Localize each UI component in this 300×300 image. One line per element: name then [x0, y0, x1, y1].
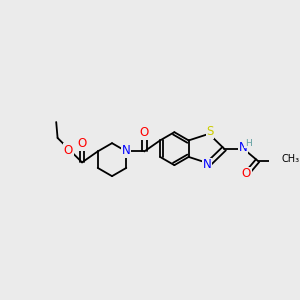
Text: O: O — [140, 126, 149, 139]
Text: O: O — [242, 167, 251, 180]
Text: CH₃: CH₃ — [281, 154, 300, 164]
Text: N: N — [202, 158, 211, 171]
Text: N: N — [239, 141, 248, 154]
Text: O: O — [77, 137, 87, 150]
Text: N: N — [122, 144, 131, 157]
Text: S: S — [206, 125, 214, 138]
Text: H: H — [245, 139, 251, 148]
Text: O: O — [64, 144, 73, 157]
